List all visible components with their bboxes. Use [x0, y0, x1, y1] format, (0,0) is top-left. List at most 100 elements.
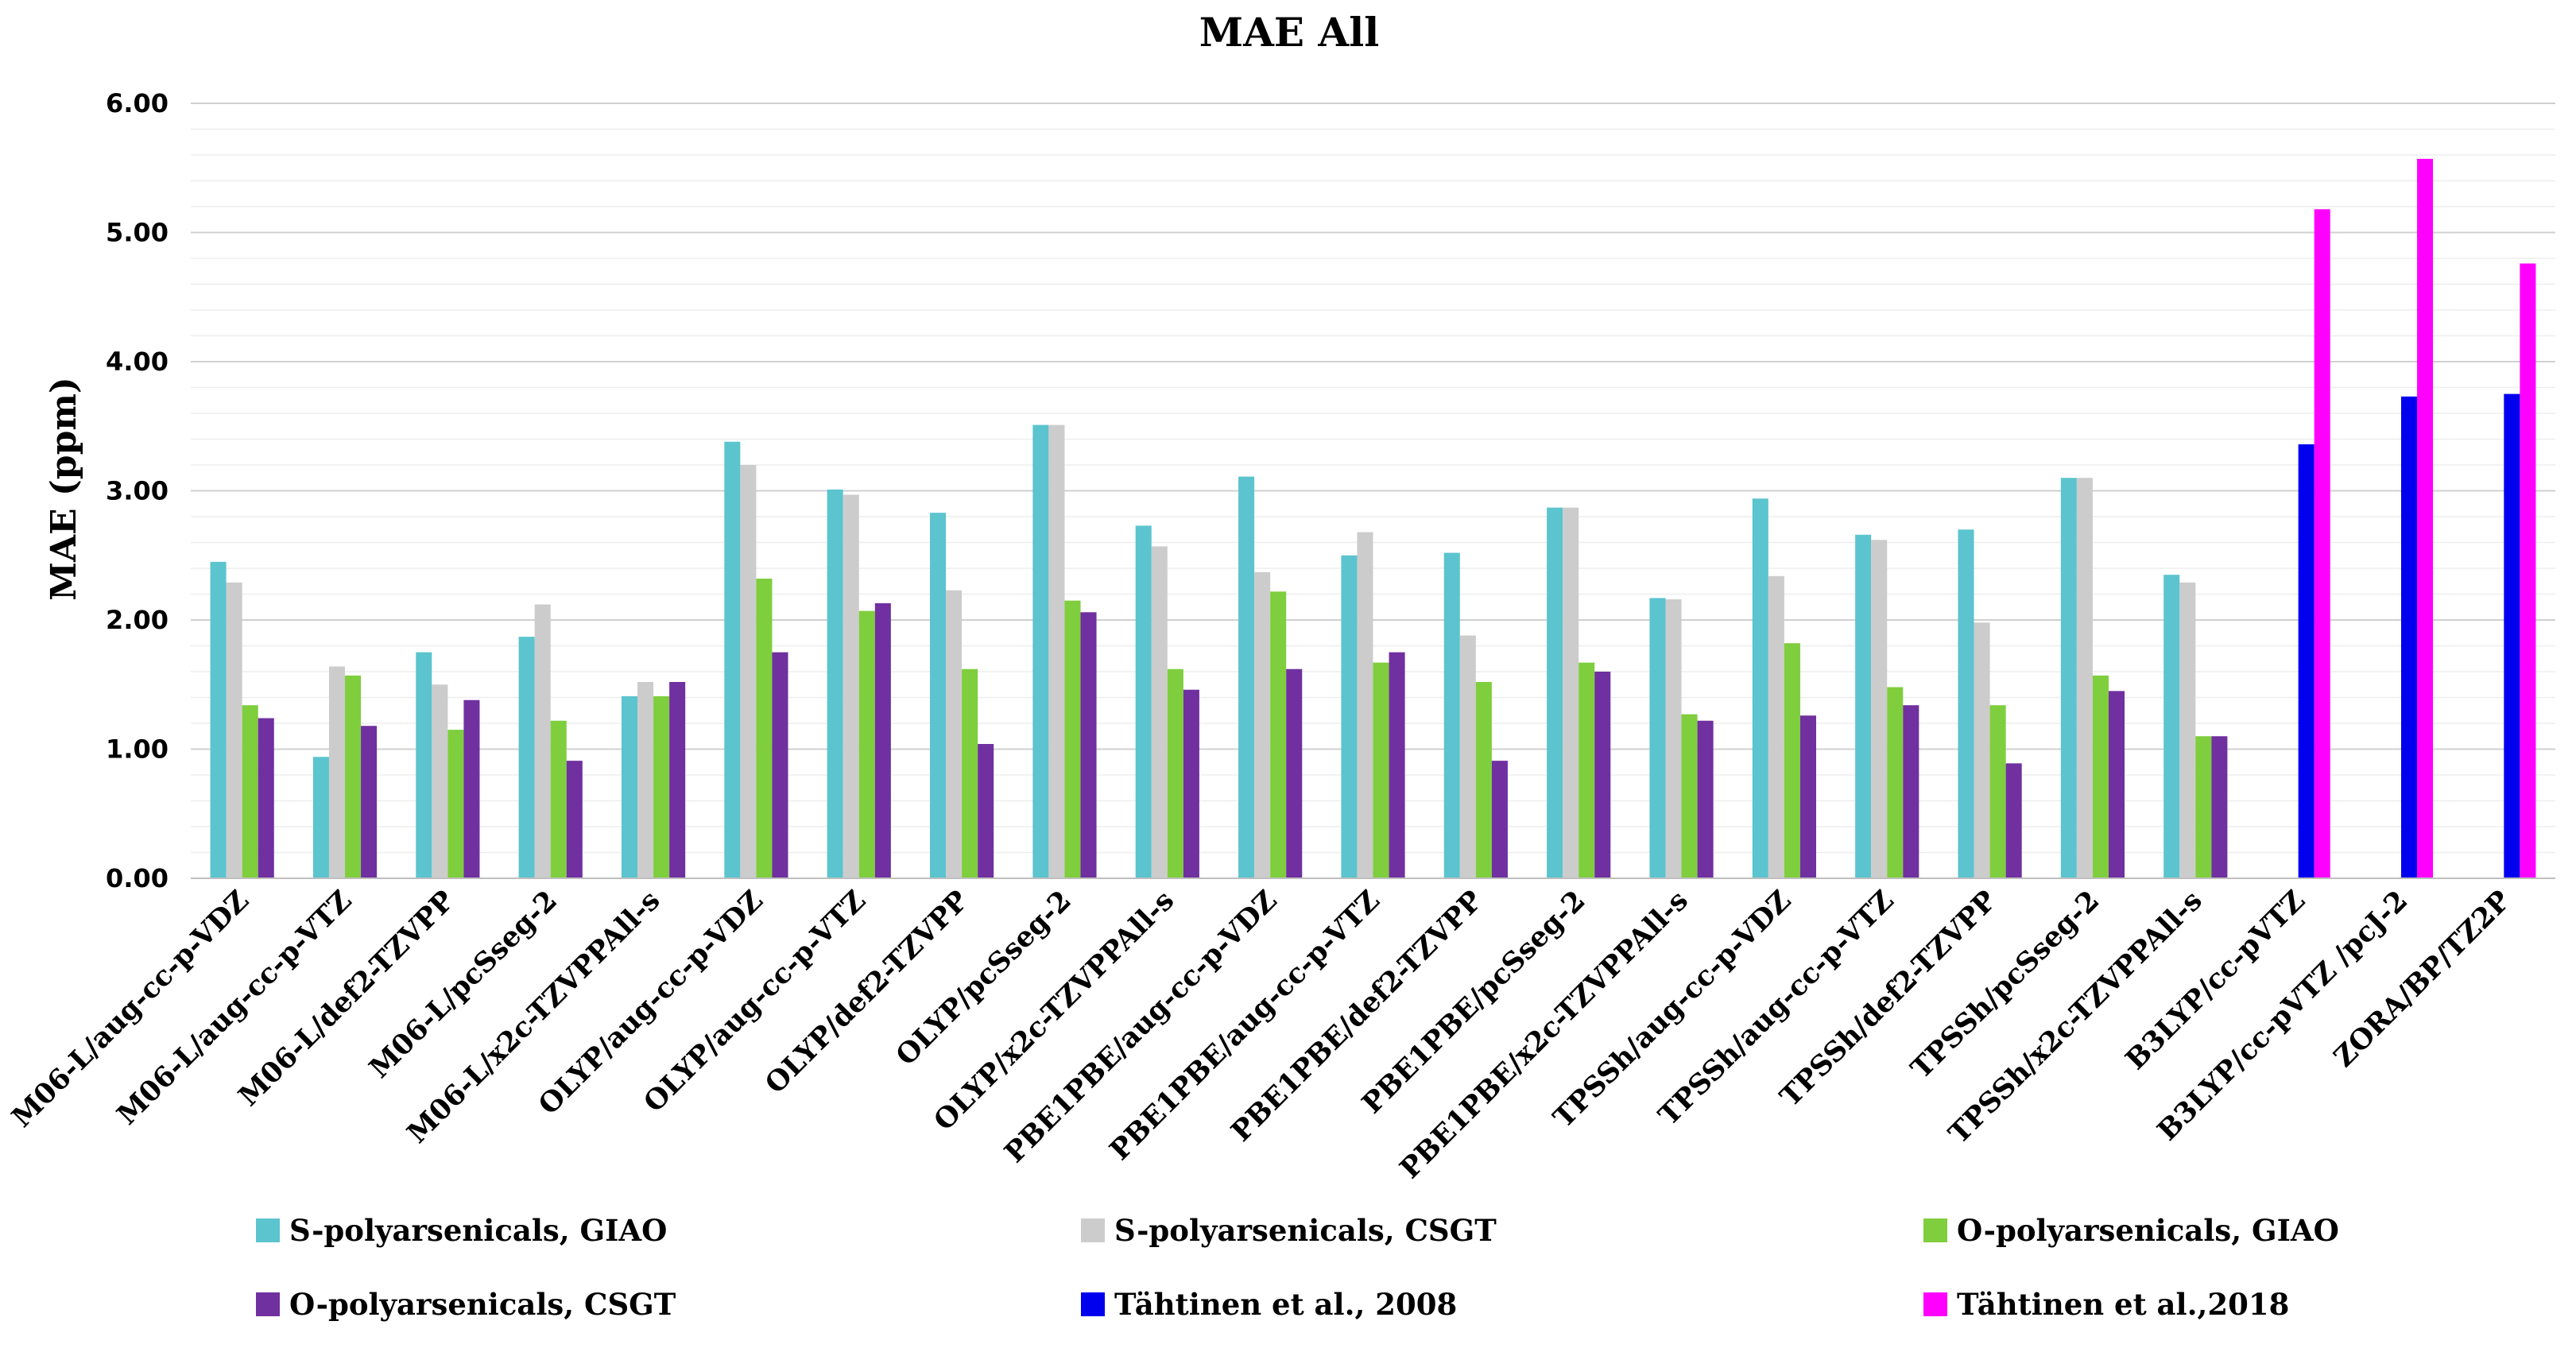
- bar: [2076, 478, 2093, 878]
- legend-swatch: [1923, 1218, 1947, 1242]
- legend-swatch: [256, 1292, 280, 1316]
- bar: [312, 757, 329, 878]
- x-tick-label: TPSSh/pcSseg-2: [1904, 884, 2105, 1085]
- bar: [1903, 705, 1919, 878]
- bar: [447, 730, 464, 878]
- bar: [637, 682, 654, 878]
- bar: [946, 590, 963, 878]
- bar: [1286, 668, 1303, 878]
- bar: [2163, 575, 2180, 878]
- bar: [1254, 571, 1271, 878]
- bar: [1697, 720, 1714, 878]
- bar: [1547, 507, 1563, 878]
- bar: [1768, 575, 1784, 878]
- x-tick-label: B3LYP/cc-pVTZ: [2119, 884, 2311, 1076]
- bar: [1238, 476, 1255, 878]
- bar: [1958, 529, 1974, 878]
- bar: [1459, 635, 1476, 878]
- bar: [1183, 689, 1199, 878]
- bar: [2520, 263, 2536, 878]
- bar: [827, 489, 843, 878]
- bar: [1594, 672, 1611, 878]
- bar: [858, 610, 875, 878]
- bar: [226, 582, 242, 878]
- bar: [1151, 546, 1168, 878]
- y-tick-label: 4.00: [106, 347, 169, 377]
- bar: [1563, 507, 1579, 878]
- legend-swatch: [1081, 1218, 1105, 1242]
- bar: [1270, 591, 1287, 878]
- bar: [2005, 763, 2022, 878]
- bar: [621, 695, 638, 878]
- legend-swatch: [256, 1218, 280, 1242]
- bar: [1665, 599, 1682, 878]
- bar: [1135, 525, 1152, 878]
- y-tick-label: 3.00: [106, 476, 169, 506]
- bar: [1080, 612, 1097, 878]
- bar: [534, 604, 551, 878]
- bar: [1491, 761, 1508, 878]
- legend-label: S-polyarsenicals, GIAO: [289, 1213, 667, 1248]
- bar: [2314, 209, 2330, 878]
- bar: [930, 513, 947, 878]
- bar: [1752, 498, 1768, 878]
- bar: [345, 675, 362, 878]
- bar: [653, 695, 670, 878]
- x-tick-label: ZORA/BP/TZ2P: [2327, 884, 2516, 1073]
- legend-swatch: [1081, 1292, 1105, 1316]
- y-tick-label: 1.00: [106, 734, 169, 765]
- bar: [361, 726, 378, 878]
- bar: [756, 579, 773, 878]
- bar: [1887, 687, 1904, 878]
- bars: [210, 158, 2536, 878]
- y-tick-label: 2.00: [106, 605, 169, 635]
- bar: [1357, 532, 1373, 878]
- x-tick-label: M06-L/pcSseg-2: [363, 884, 564, 1084]
- bar: [2298, 444, 2315, 878]
- bar: [2092, 675, 2109, 878]
- bar: [463, 699, 480, 878]
- bar: [1871, 540, 1888, 878]
- x-tick-label: OLYP/pcSseg-2: [889, 884, 1077, 1071]
- y-tick-label: 0.00: [106, 863, 169, 893]
- bar: [1167, 668, 1183, 878]
- legend-label: O-polyarsenicals, CSGT: [289, 1287, 676, 1322]
- bar: [2195, 736, 2212, 878]
- bar: [843, 494, 859, 878]
- bar: [1649, 598, 1666, 878]
- bar: [2504, 393, 2520, 878]
- bar: [1974, 622, 1990, 878]
- bar: [1064, 600, 1081, 878]
- bar: [978, 744, 994, 878]
- bar: [550, 720, 567, 878]
- bar: [1681, 714, 1698, 878]
- bar: [2400, 396, 2418, 878]
- legend-label: Tähtinen et al.,2018: [1957, 1287, 2289, 1322]
- bar: [432, 684, 448, 878]
- x-tick-label: OLYP/def2-TZVPP: [759, 884, 975, 1100]
- bar: [1799, 715, 1816, 878]
- bar: [566, 761, 583, 878]
- bar: [1475, 682, 1492, 878]
- bar: [724, 441, 741, 878]
- legend-swatch: [1923, 1292, 1947, 1316]
- y-tick-label: 5.00: [106, 218, 169, 248]
- bar: [1341, 555, 1358, 878]
- bar: [416, 652, 432, 878]
- bar: [328, 666, 346, 878]
- bar: [1989, 705, 2006, 878]
- bar: [258, 718, 274, 878]
- bar: [1373, 662, 1389, 878]
- chart-title: MAE All: [1199, 9, 1379, 56]
- bar: [772, 652, 788, 878]
- legend-label: Tähtinen et al., 2008: [1114, 1287, 1457, 1322]
- y-axis-ticks: 0.00 1.00 2.00 3.00 4.00 5.00 6.00: [106, 88, 169, 893]
- bar: [2211, 736, 2228, 878]
- y-tick-label: 6.00: [106, 88, 169, 118]
- bar: [2060, 478, 2077, 878]
- legend-label: S-polyarsenicals, CSGT: [1114, 1213, 1497, 1248]
- legend-label: O-polyarsenicals, GIAO: [1957, 1213, 2339, 1248]
- bar: [1032, 424, 1049, 878]
- bar: [1579, 662, 1595, 878]
